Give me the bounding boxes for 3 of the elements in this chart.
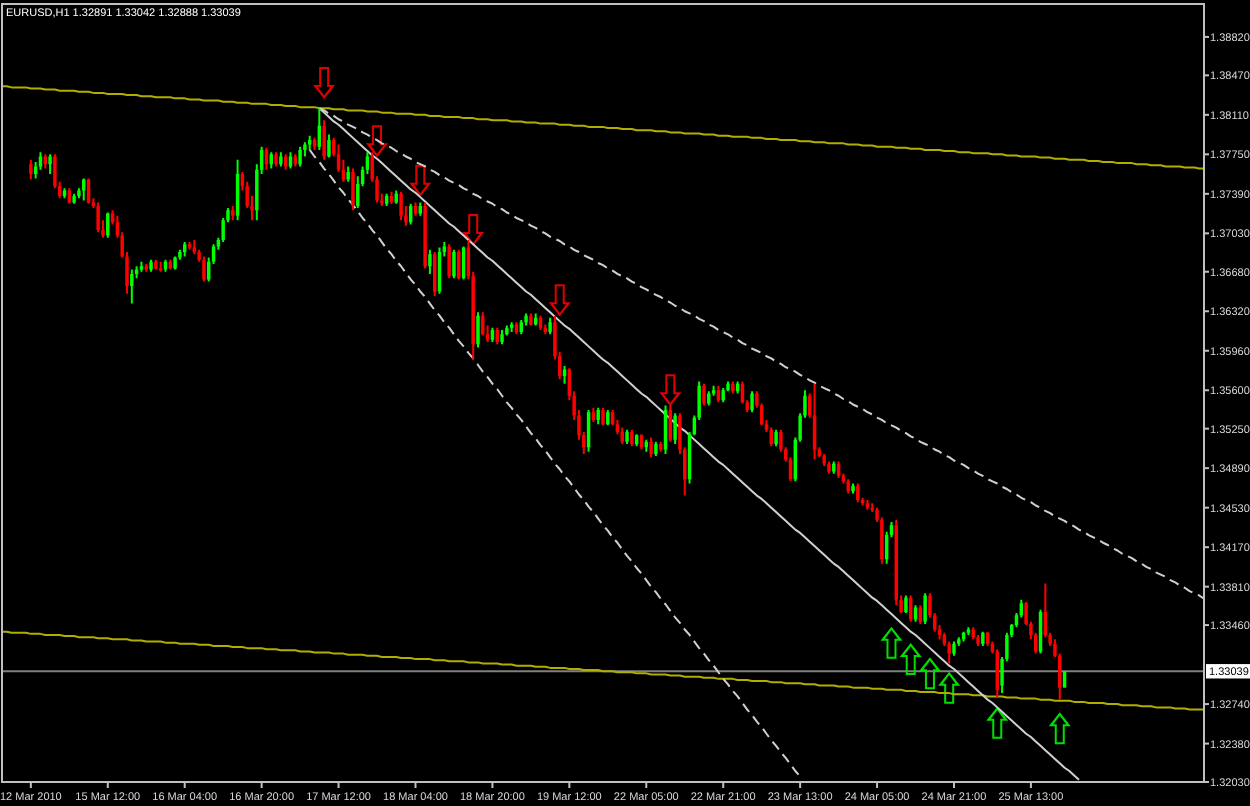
line-series [2,630,1204,711]
line-series [2,85,1204,170]
line-series [308,148,802,778]
